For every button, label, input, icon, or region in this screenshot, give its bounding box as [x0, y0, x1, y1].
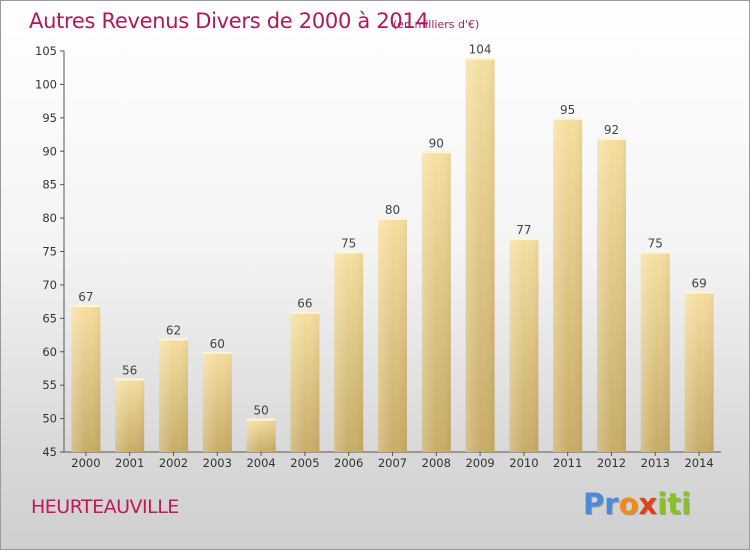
bar-top — [421, 151, 451, 154]
bar-top — [159, 338, 188, 341]
x-tick-label: 2001 — [115, 456, 144, 470]
data-label: 69 — [691, 277, 706, 291]
bar-top — [71, 304, 101, 307]
bar-shade — [378, 218, 407, 452]
chart-data-labels: 67 56 62 60 50 66 75 80 90 104 77 95 92 75 69 — [78, 43, 706, 418]
x-tick-label: 2005 — [290, 456, 319, 470]
x-tick-label: 2006 — [334, 456, 363, 470]
x-tick-label: 2004 — [246, 456, 275, 470]
data-label: 95 — [560, 103, 575, 117]
bar-shade — [553, 117, 583, 452]
chart-axes: 45 50 55 60 65 70 75 80 85 90 95 100 105 2000 2001 2002… — [35, 44, 721, 470]
chart-title: Autres Revenus Divers de 2000 à 2014 — [29, 9, 429, 33]
data-label: 62 — [166, 323, 181, 337]
bar-top — [202, 351, 232, 354]
bar-top — [378, 218, 407, 221]
data-label: 92 — [604, 123, 619, 137]
x-tick-label: 2011 — [553, 456, 582, 470]
data-label: 67 — [78, 290, 93, 304]
bar-shade — [202, 351, 232, 452]
x-tick-label: 2000 — [71, 456, 100, 470]
data-label: 50 — [253, 404, 268, 418]
x-tick-label: 2012 — [597, 456, 626, 470]
y-tick-label: 85 — [42, 178, 57, 192]
bar-shade — [159, 338, 188, 452]
bar-shade — [684, 291, 714, 452]
bar-top — [509, 238, 539, 241]
chart-bars — [71, 57, 714, 452]
data-label: 80 — [385, 203, 400, 217]
y-tick-label: 65 — [42, 311, 57, 325]
bar-shade — [509, 238, 539, 452]
data-label: 75 — [648, 237, 663, 251]
y-tick-label: 45 — [42, 445, 57, 459]
y-tick-label: 100 — [35, 77, 57, 91]
bar-top — [246, 418, 276, 421]
y-tick-label: 80 — [42, 211, 57, 225]
bar-shade — [640, 251, 670, 452]
y-tick-label: 50 — [42, 412, 57, 426]
y-tick-label: 60 — [42, 345, 57, 359]
bar-shade — [597, 137, 626, 452]
bar-shade — [115, 378, 145, 452]
logo-letter: t — [667, 487, 682, 521]
data-label: 56 — [122, 363, 137, 377]
bar-top — [553, 117, 583, 120]
bar-shade — [334, 251, 364, 452]
logo-letter: r — [604, 487, 619, 521]
bar-shade — [421, 151, 451, 452]
y-tick-label: 105 — [35, 44, 57, 58]
x-tick-label: 2003 — [203, 456, 232, 470]
y-tick-label: 75 — [42, 245, 57, 259]
bar-shade — [71, 304, 101, 452]
bar-top — [115, 378, 145, 381]
bar-top — [334, 251, 364, 254]
bar-top — [597, 137, 626, 140]
bar-top — [640, 251, 670, 254]
x-tick-label: 2014 — [684, 456, 713, 470]
data-label: 75 — [341, 237, 356, 251]
y-tick-label: 90 — [42, 144, 57, 158]
x-tick-label: 2010 — [509, 456, 538, 470]
bar-top — [684, 291, 714, 294]
y-tick-label: 70 — [42, 278, 57, 292]
data-label: 90 — [429, 136, 444, 150]
logo-letter: P — [583, 487, 605, 521]
bar-top — [465, 57, 495, 60]
logo-letter: i — [657, 487, 668, 521]
x-tick-label: 2002 — [159, 456, 188, 470]
bar-top — [290, 311, 320, 314]
data-label: 77 — [516, 223, 531, 237]
logo-letter: o — [618, 487, 639, 521]
x-tick-label: 2013 — [641, 456, 670, 470]
bar-shade — [290, 311, 320, 452]
commune-name: HEURTEAUVILLE — [31, 496, 179, 518]
x-tick-label: 2007 — [378, 456, 407, 470]
x-tick-label: 2008 — [422, 456, 451, 470]
chart-unit: (en milliers d'€) — [393, 18, 480, 31]
data-label: 104 — [469, 43, 492, 57]
y-tick-label: 55 — [42, 378, 57, 392]
proxiti-logo[interactable]: Proxiti — [583, 487, 691, 521]
x-tick-label: 2009 — [465, 456, 494, 470]
y-tick-label: 95 — [42, 111, 57, 125]
data-label: 60 — [210, 337, 225, 351]
bar-shade — [246, 418, 276, 452]
logo-letter: i — [681, 487, 692, 521]
logo-letter: x — [638, 487, 658, 521]
data-label: 66 — [297, 297, 312, 311]
bar-shade — [465, 57, 495, 452]
